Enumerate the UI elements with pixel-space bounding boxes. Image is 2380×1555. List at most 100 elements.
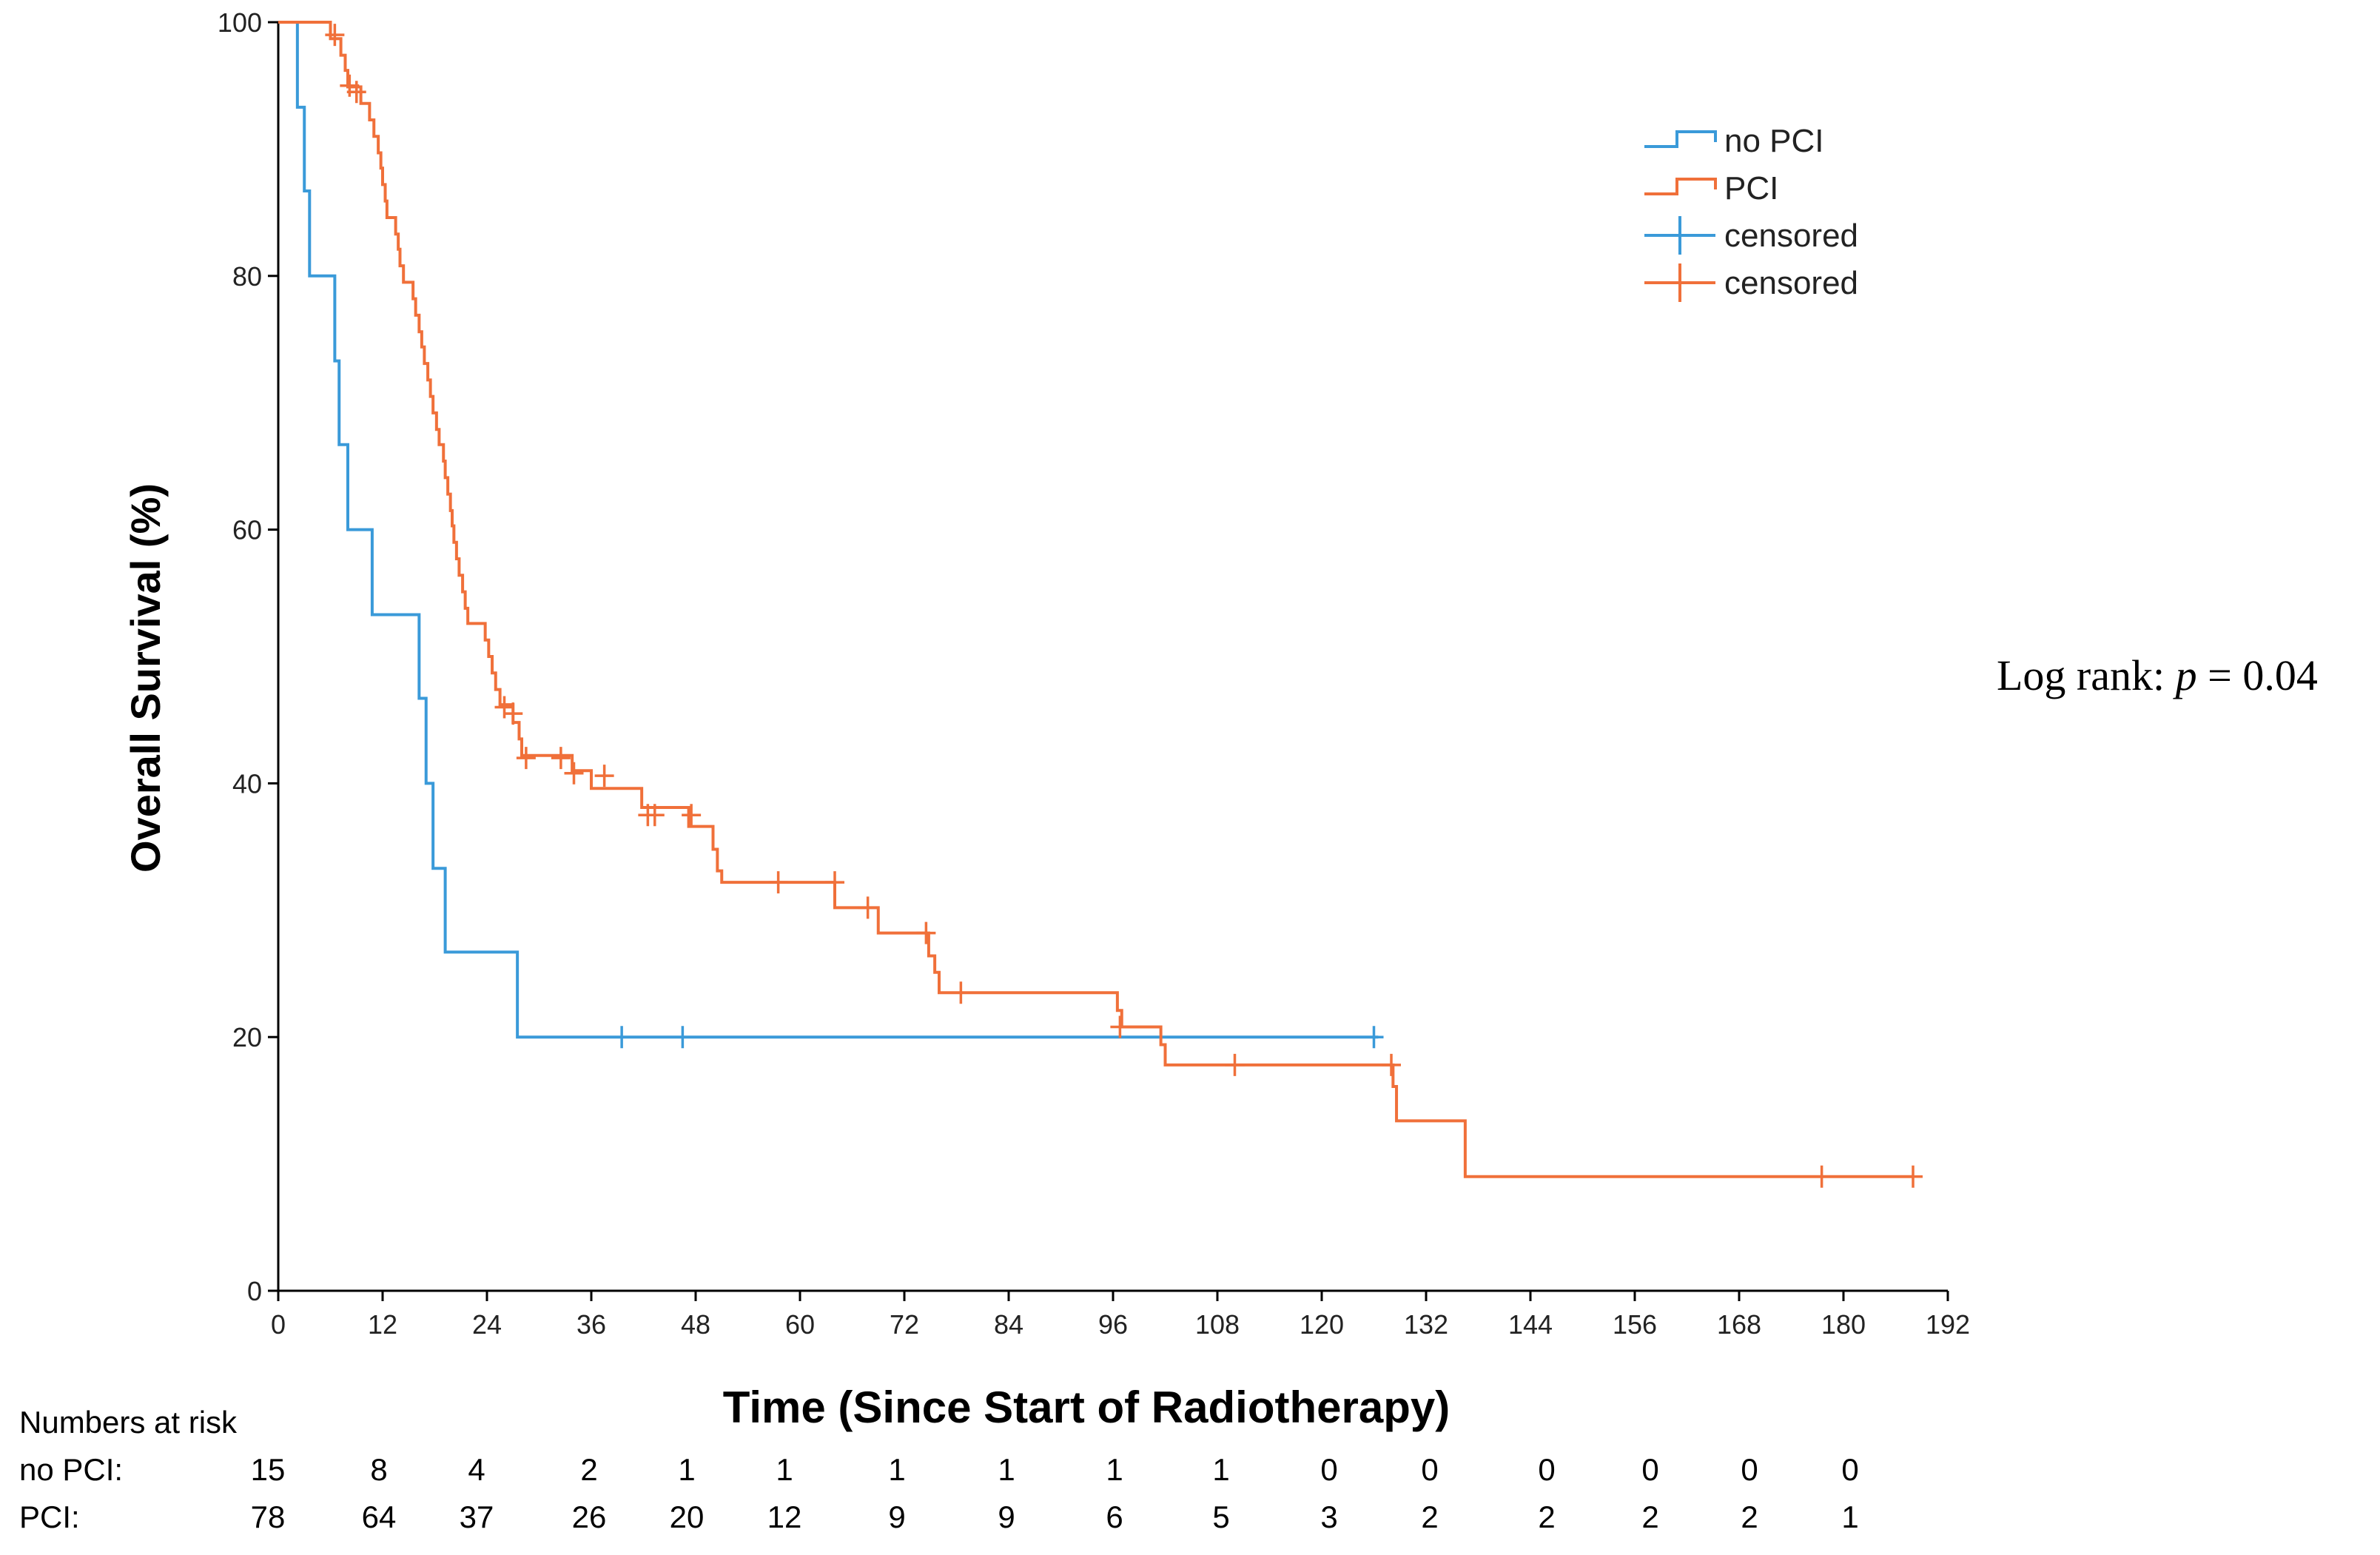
pci-censor-mark (325, 24, 345, 47)
x-axis-title: Time (Since Start of Radiotherapy) (723, 1383, 1450, 1432)
pci-censor-mark (594, 765, 614, 787)
risk-row-label: PCI: (19, 1499, 80, 1534)
x-ticks: 0 12 24 36 48 60 72 84 96 108 120 132 144 156 168 180 19… (271, 1291, 1970, 1340)
no-pci-censor-mark (673, 1026, 693, 1049)
risk-count: 0 (1741, 1452, 1758, 1487)
legend: no PCI PCI censored censored (1644, 123, 1858, 302)
risk-count: 2 (1741, 1499, 1758, 1534)
x-tick-label: 0 (271, 1309, 286, 1340)
pci-censor-mark (858, 896, 878, 919)
x-tick-label: 144 (1508, 1309, 1553, 1340)
legend-label: censored (1724, 218, 1858, 254)
log-rank-prefix: Log rank: (1997, 651, 2176, 699)
risk-count: 1 (1106, 1452, 1123, 1487)
pci-survival-curve (278, 21, 1913, 1178)
log-rank-annotation: Log rank: p = 0.04 (1997, 651, 2318, 699)
pci-censor-mark (1225, 1053, 1245, 1076)
y-tick-label: 0 (247, 1276, 262, 1306)
x-tick-label: 168 (1717, 1309, 1761, 1340)
axes (277, 22, 1948, 1292)
pci-censor-mark (516, 747, 536, 770)
x-tick-label: 156 (1613, 1309, 1657, 1340)
p-value: = 0.04 (2197, 651, 2318, 699)
pci-censor-mark (1382, 1053, 1401, 1076)
y-ticks: 0 20 40 60 80 100 (218, 7, 278, 1306)
x-tick-label: 84 (994, 1309, 1023, 1340)
pci-censor-mark (551, 747, 571, 770)
pci-censor-mark (682, 804, 702, 827)
legend-label: censored (1724, 265, 1858, 301)
y-axis-title: Overall Survival (%) (122, 483, 169, 873)
y-tick-label: 60 (232, 515, 262, 545)
risk-count: 64 (362, 1499, 397, 1534)
pci-censor-mark (916, 921, 936, 944)
risk-count: 0 (1320, 1452, 1337, 1487)
x-tick-label: 96 (1098, 1309, 1128, 1340)
numbers-at-risk-table: Numbers at risk no PCI: 15 8 4 2 1 1 1 1 1 1 0 0 0 0 0 0… (19, 1405, 1859, 1534)
x-tick-label: 24 (472, 1309, 502, 1340)
risk-count: 9 (888, 1499, 905, 1534)
risk-count: 15 (251, 1452, 286, 1487)
x-tick-label: 60 (785, 1309, 815, 1340)
no-pci-censor-mark (1364, 1026, 1384, 1049)
legend-censor-swatch (1644, 216, 1715, 255)
risk-count: 26 (572, 1499, 607, 1534)
pci-censor-mark (768, 871, 788, 894)
x-tick-label: 48 (681, 1309, 710, 1340)
risk-count: 2 (1641, 1499, 1658, 1534)
y-tick-label: 80 (232, 261, 262, 292)
risk-count: 20 (670, 1499, 705, 1534)
risk-count: 9 (998, 1499, 1015, 1534)
pci-censor-mark (951, 981, 971, 1004)
risk-count: 3 (1320, 1499, 1337, 1534)
risk-count: 0 (1841, 1452, 1858, 1487)
pci-censor-mark (503, 702, 523, 725)
pci-censor-mark (645, 804, 665, 827)
risk-count: 0 (1421, 1452, 1438, 1487)
risk-count: 4 (468, 1452, 485, 1487)
risk-row-label: no PCI: (19, 1452, 123, 1487)
x-tick-label: 36 (576, 1309, 606, 1340)
risk-count: 5 (1212, 1499, 1229, 1534)
y-tick-label: 100 (218, 7, 262, 38)
risk-count: 1 (776, 1452, 793, 1487)
risk-count: 0 (1538, 1452, 1555, 1487)
pci-censor-mark (346, 81, 366, 104)
x-tick-label: 12 (368, 1309, 397, 1340)
risk-table-title: Numbers at risk (19, 1405, 238, 1440)
x-tick-label: 120 (1300, 1309, 1344, 1340)
pci-censor-mark (1110, 1015, 1130, 1038)
risk-count: 8 (370, 1452, 387, 1487)
risk-count: 6 (1106, 1499, 1123, 1534)
legend-line-swatch (1644, 130, 1717, 148)
legend-censor-swatch (1644, 263, 1715, 302)
x-tick-label: 180 (1821, 1309, 1866, 1340)
risk-count: 12 (767, 1499, 802, 1534)
legend-label: PCI (1724, 170, 1778, 206)
risk-count: 1 (888, 1452, 905, 1487)
pci-censor-mark (825, 871, 844, 894)
series-layer (278, 21, 1923, 1188)
legend-label: no PCI (1724, 123, 1824, 159)
risk-count: 1 (998, 1452, 1015, 1487)
pci-censor-mark (1812, 1165, 1832, 1188)
legend-line-swatch (1644, 178, 1717, 195)
no-pci-survival-curve (278, 21, 1379, 1039)
pci-censor-mark (564, 762, 584, 785)
risk-count: 1 (1212, 1452, 1229, 1487)
risk-count: 1 (678, 1452, 695, 1487)
x-tick-label: 132 (1404, 1309, 1448, 1340)
x-tick-label: 72 (890, 1309, 919, 1340)
y-tick-label: 20 (232, 1022, 262, 1052)
y-tick-label: 40 (232, 768, 262, 799)
x-tick-label: 192 (1926, 1309, 1970, 1340)
risk-count: 78 (251, 1499, 286, 1534)
risk-count: 2 (1421, 1499, 1438, 1534)
risk-count: 2 (1538, 1499, 1555, 1534)
risk-count: 2 (580, 1452, 597, 1487)
risk-count: 37 (460, 1499, 494, 1534)
pci-censor-mark (494, 696, 514, 719)
x-tick-label: 108 (1195, 1309, 1240, 1340)
no-pci-censor-mark (612, 1026, 632, 1049)
